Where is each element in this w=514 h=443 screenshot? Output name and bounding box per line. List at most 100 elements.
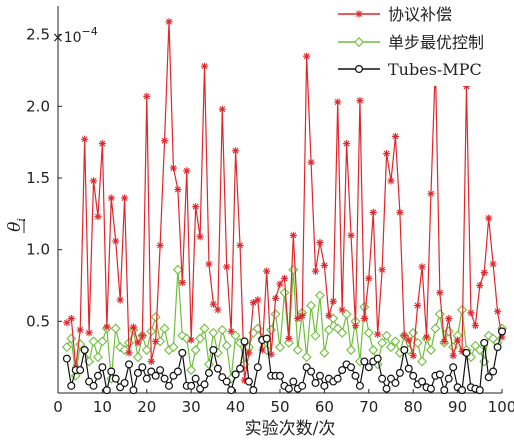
- x-tick-label: 10: [93, 398, 112, 416]
- legend-label-1: 单步最优控制: [388, 33, 484, 52]
- data-point: [227, 386, 236, 395]
- data-point: [183, 167, 191, 175]
- data-point: [351, 322, 360, 330]
- data-point: [337, 327, 348, 338]
- data-point: [200, 380, 209, 389]
- data-point: [143, 92, 151, 100]
- data-point: [159, 323, 170, 334]
- data-point: [360, 357, 369, 366]
- data-point: [98, 363, 107, 372]
- data-point: [307, 158, 315, 166]
- data-point: [231, 370, 240, 379]
- data-point: [311, 267, 320, 275]
- data-point: [355, 381, 364, 390]
- data-point: [323, 324, 334, 335]
- x-tick-label: 100: [488, 398, 514, 416]
- data-point: [125, 360, 134, 369]
- data-point: [236, 364, 245, 373]
- data-point: [414, 301, 422, 310]
- data-point: [298, 381, 307, 390]
- data-point: [276, 371, 285, 380]
- data-point: [396, 208, 404, 216]
- legend-marker-0: [355, 10, 363, 18]
- data-point: [253, 363, 262, 372]
- data-point: [373, 354, 382, 363]
- data-point: [306, 300, 317, 311]
- data-point: [132, 352, 143, 363]
- legend-marker-2: [355, 64, 364, 73]
- data-point: [301, 352, 312, 363]
- tick-layer: 0 10 20 30 40 50 60 70 80 90 100 0.5 1.0 1.5 2.0 2.5: [26, 26, 514, 416]
- data-point: [417, 356, 428, 367]
- data-point: [314, 290, 325, 301]
- data-point: [440, 337, 448, 345]
- data-point: [360, 314, 368, 323]
- data-point: [289, 231, 297, 239]
- data-point: [204, 368, 213, 377]
- data-point: [66, 333, 77, 344]
- data-point: [444, 374, 453, 383]
- data-point: [63, 319, 71, 327]
- data-point: [168, 342, 179, 353]
- data-point: [475, 386, 484, 395]
- data-point: [80, 346, 89, 355]
- data-point: [329, 297, 337, 305]
- data-point: [70, 370, 81, 381]
- data-point: [121, 194, 129, 202]
- data-point: [474, 345, 485, 355]
- x-tick-label: 90: [448, 398, 467, 416]
- data-point: [151, 371, 160, 380]
- data-point: [152, 337, 160, 345]
- data-point: [270, 309, 281, 320]
- data-point: [93, 371, 102, 380]
- data-point: [61, 342, 72, 353]
- data-point: [325, 312, 333, 320]
- data-point: [409, 371, 418, 380]
- data-point: [334, 98, 342, 106]
- data-point: [390, 336, 401, 347]
- data-point: [111, 374, 120, 383]
- data-point: [213, 364, 222, 373]
- data-point: [67, 314, 75, 323]
- data-point: [303, 52, 311, 60]
- data-point: [462, 348, 471, 357]
- data-point: [316, 238, 324, 247]
- data-point: [187, 381, 196, 390]
- data-point: [173, 367, 182, 376]
- data-point: [445, 314, 453, 323]
- data-point: [165, 18, 173, 26]
- data-point: [386, 342, 396, 353]
- legend-item-1: 单步最优控制: [338, 33, 484, 52]
- data-point: [310, 330, 321, 341]
- data-point: [294, 314, 302, 323]
- y-axis-subscript: i: [15, 218, 28, 222]
- data-point: [356, 97, 364, 105]
- data-point: [480, 338, 489, 347]
- y-tick-label: 2.5: [26, 26, 50, 44]
- data-point: [430, 323, 441, 334]
- data-point: [174, 185, 182, 194]
- data-point: [107, 367, 116, 376]
- data-point: [382, 384, 391, 393]
- y-tick-label: 2.0: [26, 97, 50, 115]
- data-point: [244, 377, 253, 386]
- data-point: [203, 359, 214, 370]
- data-point: [400, 346, 409, 355]
- data-point: [315, 371, 324, 380]
- data-point: [133, 368, 142, 377]
- data-point: [493, 307, 502, 315]
- x-tick-label: 40: [226, 398, 245, 416]
- data-point: [178, 279, 186, 287]
- data-point: [351, 371, 360, 380]
- data-point: [92, 352, 103, 363]
- data-point: [88, 336, 99, 347]
- data-point: [440, 386, 449, 395]
- data-point: [236, 241, 244, 249]
- data-point: [378, 374, 387, 383]
- data-point: [454, 336, 462, 344]
- data-point: [346, 345, 357, 355]
- data-point: [333, 374, 342, 383]
- data-point: [458, 386, 467, 395]
- data-point: [160, 137, 169, 145]
- legend: 协议补偿 单步最优控制 Tubes-MPC: [336, 0, 512, 86]
